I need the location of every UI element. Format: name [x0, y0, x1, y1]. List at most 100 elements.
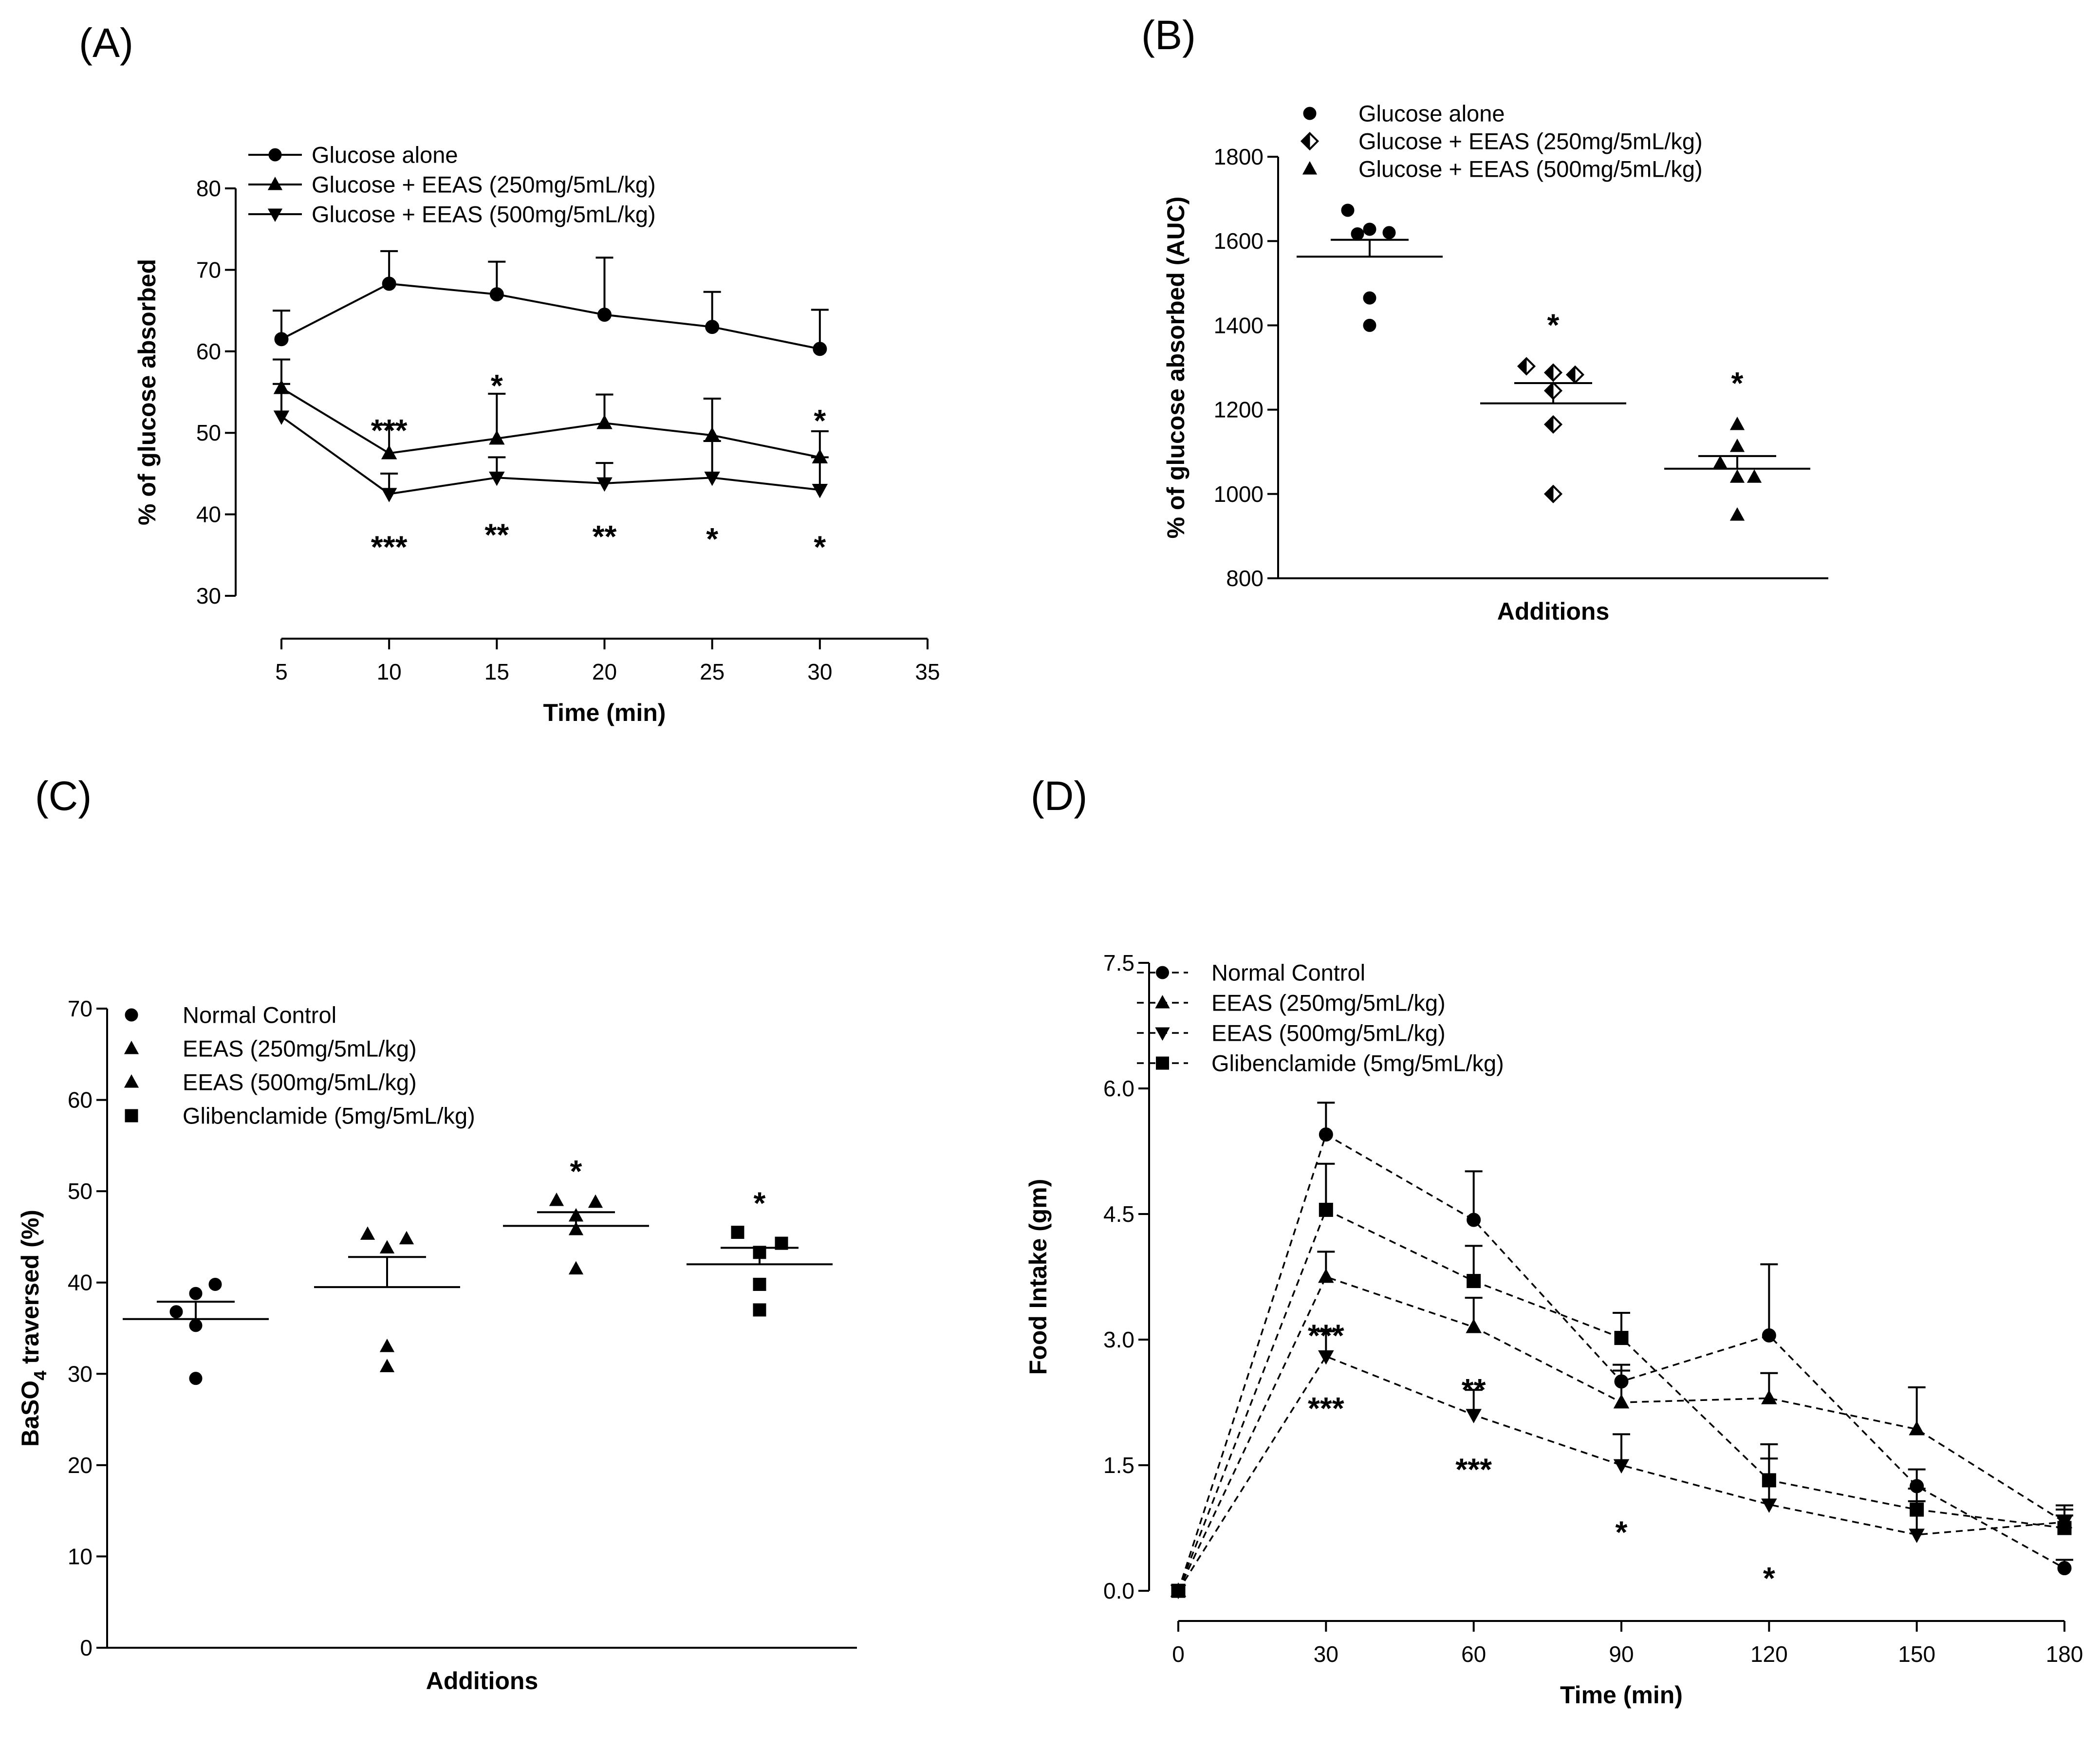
- x-tick-label: 180: [2046, 1641, 2083, 1667]
- x-tick-label: 0: [1172, 1641, 1185, 1667]
- y-tick-label: 0: [80, 1635, 93, 1660]
- data-point: [381, 488, 397, 502]
- x-tick-label: 30: [807, 659, 832, 684]
- significance-label: *: [706, 521, 718, 556]
- data-point: [1729, 507, 1745, 521]
- data-point: [813, 342, 827, 356]
- legend-item: Glucose + EEAS (500mg/5mL/kg): [1302, 156, 1703, 182]
- data-point: [596, 477, 613, 492]
- sem-bar: [157, 1301, 235, 1319]
- group-2: *: [1480, 307, 1626, 503]
- legend-label: Glucose + EEAS (250mg/5mL/kg): [1358, 129, 1703, 154]
- error-bar: [595, 257, 613, 315]
- legend-label: Glucose + EEAS (250mg/5mL/kg): [312, 172, 656, 198]
- data-point: [1613, 1459, 1630, 1474]
- legend-marker: [267, 177, 283, 190]
- data-point: [1319, 1127, 1333, 1142]
- legend-marker: [124, 1074, 139, 1088]
- x-tick-label: 35: [915, 659, 940, 684]
- significance-label: *: [1731, 366, 1744, 401]
- y-tick-label: 7.5: [1103, 950, 1134, 976]
- legend-label: Normal Control: [183, 1002, 336, 1028]
- legend-item: EEAS (500mg/5mL/kg): [1137, 1020, 1446, 1046]
- legend-marker: [124, 1041, 139, 1054]
- legend-marker: [1155, 995, 1170, 1009]
- legend-marker: [1303, 107, 1317, 120]
- data-point: [1351, 227, 1364, 240]
- data-point: [568, 1261, 584, 1275]
- significance-label: **: [1462, 1372, 1486, 1407]
- legend-item: Glucose alone: [248, 142, 458, 168]
- data-point: [1319, 1202, 1333, 1217]
- legend-label: EEAS (500mg/5mL/kg): [1211, 1020, 1446, 1046]
- legend-label: EEAS (250mg/5mL/kg): [183, 1036, 417, 1062]
- panel-label: (A): [79, 20, 133, 66]
- series-3: [273, 383, 829, 502]
- legend-marker: [1155, 1027, 1170, 1041]
- data-point: [2057, 1561, 2072, 1576]
- significance-label: *: [491, 368, 503, 403]
- panel-label: (C): [35, 773, 92, 819]
- data-point: [1613, 1394, 1630, 1409]
- x-tick-label: 25: [700, 659, 725, 684]
- data-point: [169, 1305, 183, 1319]
- data-point: [753, 1277, 766, 1291]
- y-tick-label: 800: [1226, 566, 1264, 591]
- error-bar: [1465, 1170, 1483, 1220]
- data-point: [753, 1303, 766, 1317]
- legend-item: EEAS (500mg/5mL/kg): [124, 1069, 417, 1095]
- data-point: [273, 410, 290, 425]
- data-point: [489, 430, 505, 445]
- panel-a: (A) 30 40 50 60 70 80 5 10 15 20 25 30 35 Time (min) % …: [79, 20, 940, 726]
- series-4: [1171, 1162, 2073, 1598]
- data-point: [1761, 1498, 1777, 1513]
- data-point: [549, 1192, 564, 1206]
- legend-item: EEAS (250mg/5mL/kg): [124, 1036, 417, 1062]
- legend-label: Glucose alone: [312, 142, 458, 168]
- sem-bar: [348, 1256, 426, 1288]
- data-point: [189, 1287, 203, 1300]
- group-4: *: [687, 1186, 833, 1317]
- series-line: [280, 416, 820, 495]
- y-axis-title: % of glucose absorbed (AUC): [1162, 197, 1189, 539]
- data-point: [189, 1319, 203, 1332]
- data-point: [379, 1339, 395, 1352]
- group-2: [314, 1226, 460, 1372]
- data-point: [189, 1372, 203, 1385]
- series-line: [280, 387, 820, 459]
- data-point: [1761, 1390, 1777, 1404]
- data-point: [568, 1221, 584, 1235]
- x-tick-label: 10: [377, 659, 402, 684]
- significance-label: *: [570, 1154, 582, 1189]
- data-point: [1614, 1331, 1629, 1345]
- significance-label: ***: [371, 413, 408, 448]
- x-tick-label: 30: [1314, 1641, 1338, 1667]
- y-tick-label: 60: [68, 1087, 93, 1113]
- x-axis-title: Additions: [1497, 598, 1610, 625]
- data-point: [489, 471, 505, 486]
- data-point: [208, 1277, 222, 1291]
- legend-item: Glucose + EEAS (250mg/5mL/kg): [1300, 129, 1703, 154]
- data-point: [1363, 291, 1376, 305]
- series-line: [281, 282, 820, 350]
- y-tick-label: 20: [68, 1453, 93, 1478]
- data-point: [1729, 469, 1745, 483]
- data-point: [1910, 1502, 1924, 1517]
- y-tick-label: 4.5: [1103, 1201, 1134, 1227]
- data-point: [1909, 1528, 1925, 1543]
- panel-d: (D) 0.0 1.5 3.0 4.5 6.0 7.5 0 30 60 90 120 150 180 Tim…: [1024, 773, 2083, 1709]
- data-point: [1171, 1583, 1186, 1598]
- legend-label: EEAS (250mg/5mL/kg): [1211, 990, 1446, 1016]
- data-point: [1318, 1350, 1334, 1365]
- significance-label: *: [1616, 1515, 1628, 1550]
- data-point: [1543, 363, 1563, 382]
- data-point: [596, 414, 613, 429]
- data-point: [1363, 222, 1376, 236]
- significance-label: ***: [1455, 1452, 1492, 1487]
- legend-label: Glucose alone: [1358, 101, 1505, 127]
- group-3: *: [503, 1154, 649, 1275]
- y-tick-label: 80: [196, 176, 221, 201]
- y-tick-label: 6.0: [1103, 1076, 1134, 1101]
- data-point: [588, 1194, 603, 1208]
